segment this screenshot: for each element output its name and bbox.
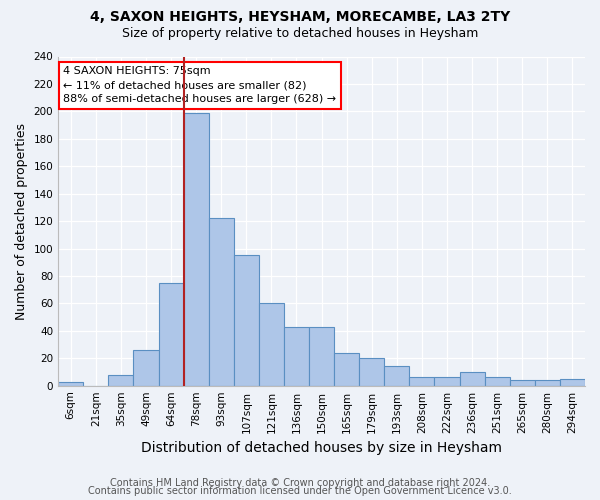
Y-axis label: Number of detached properties: Number of detached properties [15, 122, 28, 320]
Text: Contains HM Land Registry data © Crown copyright and database right 2024.: Contains HM Land Registry data © Crown c… [110, 478, 490, 488]
X-axis label: Distribution of detached houses by size in Heysham: Distribution of detached houses by size … [141, 441, 502, 455]
Bar [109, 374, 133, 386]
Bar [535, 380, 560, 386]
Bar [460, 372, 485, 386]
Bar [334, 353, 359, 386]
Bar [510, 380, 535, 386]
Bar [434, 378, 460, 386]
Bar [209, 218, 234, 386]
Bar [359, 358, 385, 386]
Bar [58, 382, 83, 386]
Text: Contains public sector information licensed under the Open Government Licence v3: Contains public sector information licen… [88, 486, 512, 496]
Bar [560, 379, 585, 386]
Text: Size of property relative to detached houses in Heysham: Size of property relative to detached ho… [122, 28, 478, 40]
Bar [309, 326, 334, 386]
Bar [485, 378, 510, 386]
Bar [158, 283, 184, 386]
Bar [184, 112, 209, 386]
Bar [409, 378, 434, 386]
Bar [259, 304, 284, 386]
Bar [284, 326, 309, 386]
Bar [385, 366, 409, 386]
Text: 4 SAXON HEIGHTS: 75sqm
← 11% of detached houses are smaller (82)
88% of semi-det: 4 SAXON HEIGHTS: 75sqm ← 11% of detached… [64, 66, 337, 104]
Bar [133, 350, 158, 386]
Bar [234, 256, 259, 386]
Text: 4, SAXON HEIGHTS, HEYSHAM, MORECAMBE, LA3 2TY: 4, SAXON HEIGHTS, HEYSHAM, MORECAMBE, LA… [90, 10, 510, 24]
